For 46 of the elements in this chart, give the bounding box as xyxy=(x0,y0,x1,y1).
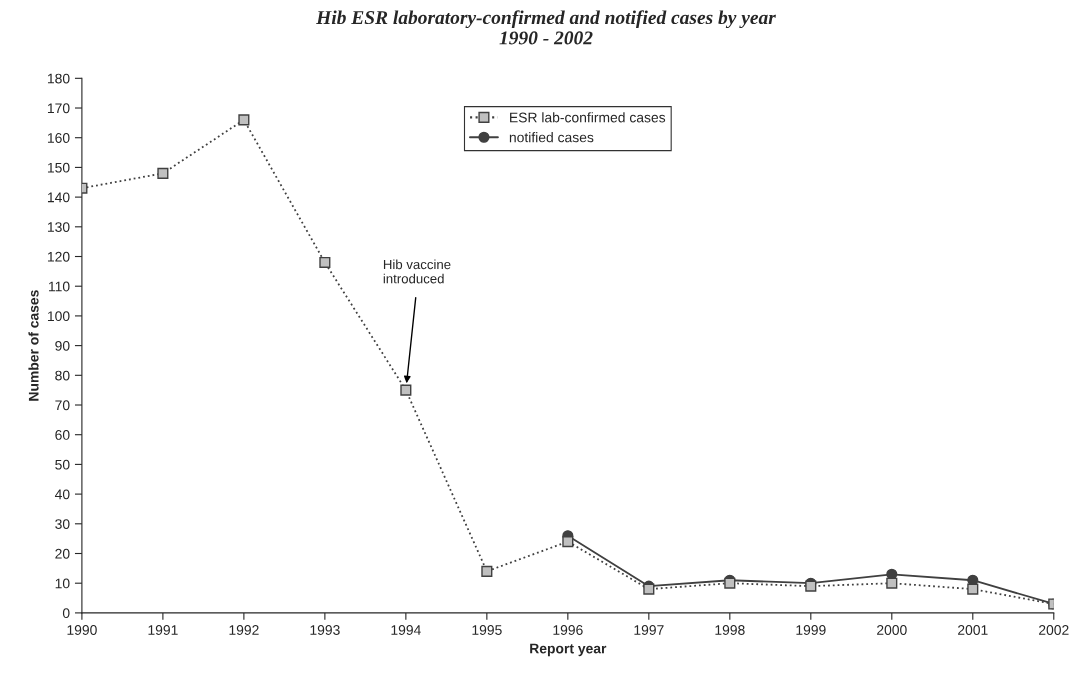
y-tick-label: 160 xyxy=(47,133,70,143)
x-tick-label: 1996 xyxy=(553,625,583,635)
chart-title: Hib ESR laboratory-confirmed and notified cases by year 1990 - 2002 xyxy=(316,10,776,45)
y-tick-label: 130 xyxy=(47,222,70,232)
x-tick-label: 1997 xyxy=(634,625,664,635)
x-tick-label: 2002 xyxy=(1039,625,1069,635)
point xyxy=(562,536,574,548)
y-tick-label: 140 xyxy=(47,192,70,203)
x-tick-label: 1993 xyxy=(310,625,340,635)
point xyxy=(481,565,493,577)
x-tick-label: 2001 xyxy=(958,625,988,635)
point xyxy=(319,256,331,269)
x-tick-label: 1991 xyxy=(148,625,178,635)
x-tick-label: 1992 xyxy=(229,625,259,635)
x-tick-label: 1994 xyxy=(391,625,421,635)
x-axis-title: Report year xyxy=(530,643,607,657)
y-tick-label: 30 xyxy=(55,519,70,529)
legend-label: notified cases xyxy=(509,132,594,143)
x-tick-label: 1999 xyxy=(796,625,826,635)
x-tick-label: 1995 xyxy=(472,625,502,635)
y-axis-title: Number of cases xyxy=(28,290,39,401)
point xyxy=(238,114,250,126)
y-tick-label: 90 xyxy=(55,340,70,351)
y-tick-label: 0 xyxy=(62,608,70,619)
point xyxy=(157,167,169,179)
y-tick-label: 100 xyxy=(47,311,70,322)
annotation: Hib vaccine introduced xyxy=(383,259,451,284)
point xyxy=(967,583,979,595)
x-tick-label: 1990 xyxy=(67,625,97,635)
y-tick-label: 60 xyxy=(55,430,70,440)
y-tick-label: 40 xyxy=(54,489,70,500)
y-tick-label: 120 xyxy=(47,251,70,262)
y-tick-label: 150 xyxy=(47,162,70,173)
y-tick-label: 70 xyxy=(55,400,70,411)
y-tick-label: 80 xyxy=(55,370,70,381)
point xyxy=(400,384,412,396)
y-tick-label: 20 xyxy=(55,548,70,559)
y-tick-label: 110 xyxy=(49,281,70,292)
y-tick-label: 50 xyxy=(55,459,70,470)
point xyxy=(886,577,898,589)
y-tick-label: 10 xyxy=(55,578,70,589)
y-tick-label: 180 xyxy=(47,73,70,84)
y-tick-label: 170 xyxy=(47,103,70,114)
x-tick-label: 1998 xyxy=(715,625,745,635)
legend-label: ESR lab-confirmed cases xyxy=(510,112,666,123)
x-tick-label: 2000 xyxy=(877,625,907,635)
